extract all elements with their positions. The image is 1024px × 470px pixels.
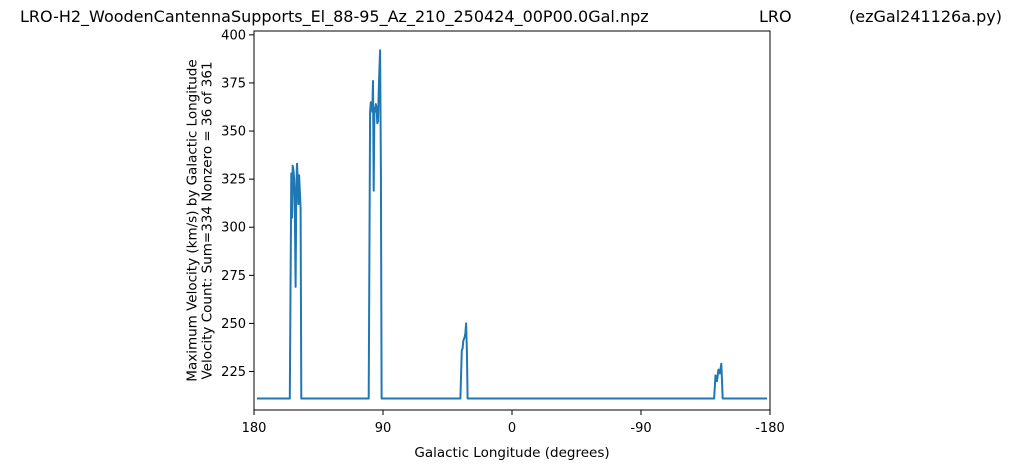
x-tick-label: 180 xyxy=(242,421,267,436)
x-tick-label: 0 xyxy=(508,421,516,436)
y-tick-label: 350 xyxy=(221,125,246,140)
x-tick-label: -180 xyxy=(755,421,785,436)
y-axis-label-count: Velocity Count: Sum=334 Nonzero = 36 of … xyxy=(200,61,216,379)
y-tick-label: 400 xyxy=(221,28,246,43)
y-tick-label: 250 xyxy=(221,317,246,332)
x-tick-label: -90 xyxy=(630,421,651,436)
series-line xyxy=(256,49,768,400)
chart-title-filename: LRO-H2_WoodenCantennaSupports_El_88-95_A… xyxy=(20,7,649,26)
y-tick-label: 375 xyxy=(221,76,246,91)
y-tick-label: 325 xyxy=(221,173,246,188)
y-tick-label: 275 xyxy=(221,269,246,284)
tick-group: 180 90 0 -90 -180 225 250 275 300 325 350 375 400 xyxy=(221,28,785,436)
y-axis-label: Maximum Velocity (km/s) by Galactic Long… xyxy=(185,59,201,381)
plot-frame xyxy=(253,30,771,411)
y-tick-label: 300 xyxy=(221,221,246,236)
chart-title-program: (ezGal241126a.py) xyxy=(849,7,1002,26)
x-axis-label: Galactic Longitude (degrees) xyxy=(414,445,609,461)
chart-title-site: LRO xyxy=(759,7,792,26)
y-tick-label: 225 xyxy=(221,365,246,380)
x-tick-label: 90 xyxy=(375,421,392,436)
